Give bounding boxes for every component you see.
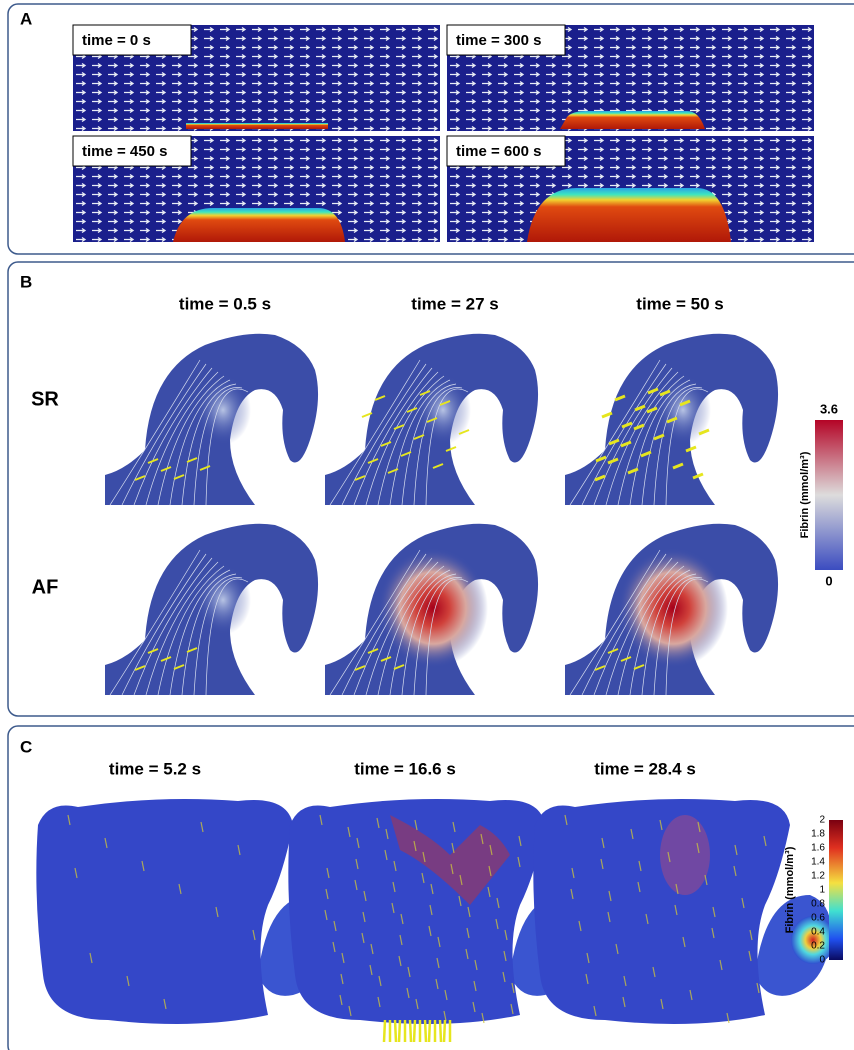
- ventricle: [105, 334, 318, 505]
- row-label: SR: [31, 388, 59, 410]
- time-label: time = 0 s: [82, 32, 151, 49]
- clot: [186, 123, 328, 129]
- colorbar-tick: 2: [819, 815, 825, 826]
- fibrin-region: [195, 375, 251, 445]
- time-label: time = 28.4 s: [594, 759, 696, 778]
- clot: [560, 111, 705, 129]
- velocity-arrow: [384, 1020, 385, 1042]
- panel-label: B: [20, 272, 32, 291]
- time-label: time = 5.2 s: [109, 759, 201, 778]
- figure: Atime = 0 s time = 300 s time = 450 s time …: [0, 0, 854, 1050]
- time-label: time = 50 s: [636, 294, 723, 313]
- content: Atime = 0 s time = 300 s time = 450 s time …: [8, 4, 854, 1050]
- fibrin-region: [195, 565, 251, 635]
- colorbar-max: 3.6: [820, 401, 838, 416]
- atrium: [36, 799, 334, 1024]
- colorbar-tick: 1.6: [811, 843, 825, 854]
- ventricle: [565, 334, 778, 505]
- colorbar-title: Fibrin (mmol/m³): [799, 451, 811, 538]
- velocity-arrow: [414, 1020, 415, 1042]
- time-label: time = 27 s: [411, 294, 498, 313]
- time-label: time = 16.6 s: [354, 759, 456, 778]
- colorbar-tick: 0.4: [811, 927, 825, 938]
- flow-frame: time = 300 s: [447, 25, 814, 131]
- fibrin-patch: [660, 815, 710, 895]
- colorbar-tick: 0.2: [811, 941, 825, 952]
- colorbar-tick: 0.6: [811, 913, 825, 924]
- clot: [173, 208, 345, 242]
- colorbar: [829, 820, 843, 960]
- colorbar-title: Fibrin (mmol/m³): [784, 846, 796, 933]
- colorbar-tick: 1.8: [811, 829, 825, 840]
- fibrin-region: [618, 548, 728, 668]
- atrium-body: [533, 799, 790, 1024]
- velocity-arrow: [440, 1020, 441, 1042]
- colorbar-tick: 0: [819, 955, 825, 966]
- velocity-arrow: [425, 1020, 426, 1042]
- flow-frame: time = 600 s: [447, 136, 814, 242]
- panel-label: C: [20, 737, 32, 756]
- colorbar-tick: 1.4: [811, 857, 825, 868]
- colorbar-tick: 1: [819, 885, 825, 896]
- time-label: time = 0.5 s: [179, 294, 271, 313]
- velocity-arrow: [410, 1020, 411, 1042]
- time-label: time = 450 s: [82, 143, 167, 160]
- row-label: AF: [32, 576, 59, 598]
- time-label: time = 300 s: [456, 32, 541, 49]
- time-label: time = 600 s: [456, 143, 541, 160]
- flow-frame: time = 0 s: [73, 25, 440, 131]
- velocity-arrow: [429, 1020, 430, 1042]
- fibrin-region: [378, 548, 488, 668]
- colorbar-tick: 0.8: [811, 899, 825, 910]
- velocity-arrow: [444, 1020, 445, 1042]
- velocity-arrow: [399, 1020, 400, 1042]
- clot: [527, 188, 731, 242]
- ventricle: [105, 524, 318, 695]
- velocity-arrow: [395, 1020, 396, 1042]
- ventricle: [565, 524, 778, 695]
- colorbar-tick: 1.2: [811, 871, 825, 882]
- ventricle: [325, 334, 538, 505]
- atrium-body: [36, 799, 293, 1024]
- colorbar-min: 0: [825, 573, 832, 588]
- colorbar: [815, 420, 843, 570]
- panel-label: A: [20, 9, 32, 28]
- ventricle: [325, 524, 538, 695]
- flow-frame: time = 450 s: [73, 136, 440, 242]
